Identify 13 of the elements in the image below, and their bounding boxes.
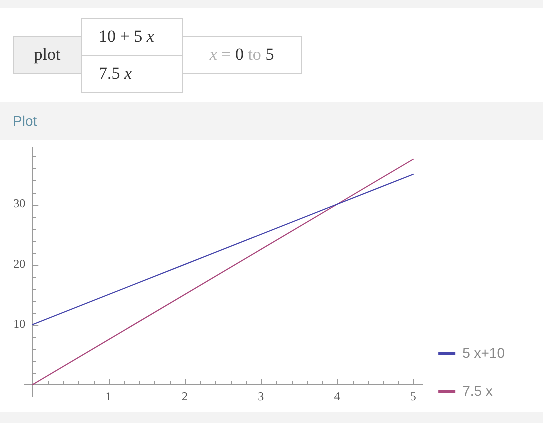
x-tick-label: 2 <box>182 389 188 404</box>
text-field: x = 0 to 5 <box>182 36 302 74</box>
y-tick-label: 10 <box>14 316 26 331</box>
plot-button: plot <box>13 36 82 74</box>
legend-label: 7.5 x <box>462 382 493 399</box>
x-tick-label: 3 <box>258 389 264 404</box>
chart-title: Plot <box>13 113 38 129</box>
x-tick-label: 1 <box>106 389 112 404</box>
y-tick-label: 30 <box>14 196 26 211</box>
y-tick-label: 20 <box>14 256 26 271</box>
x-tick-label: 5 <box>410 389 416 404</box>
legend-label: 5 x+10 <box>462 344 506 361</box>
x-tick-label: 4 <box>334 389 340 404</box>
